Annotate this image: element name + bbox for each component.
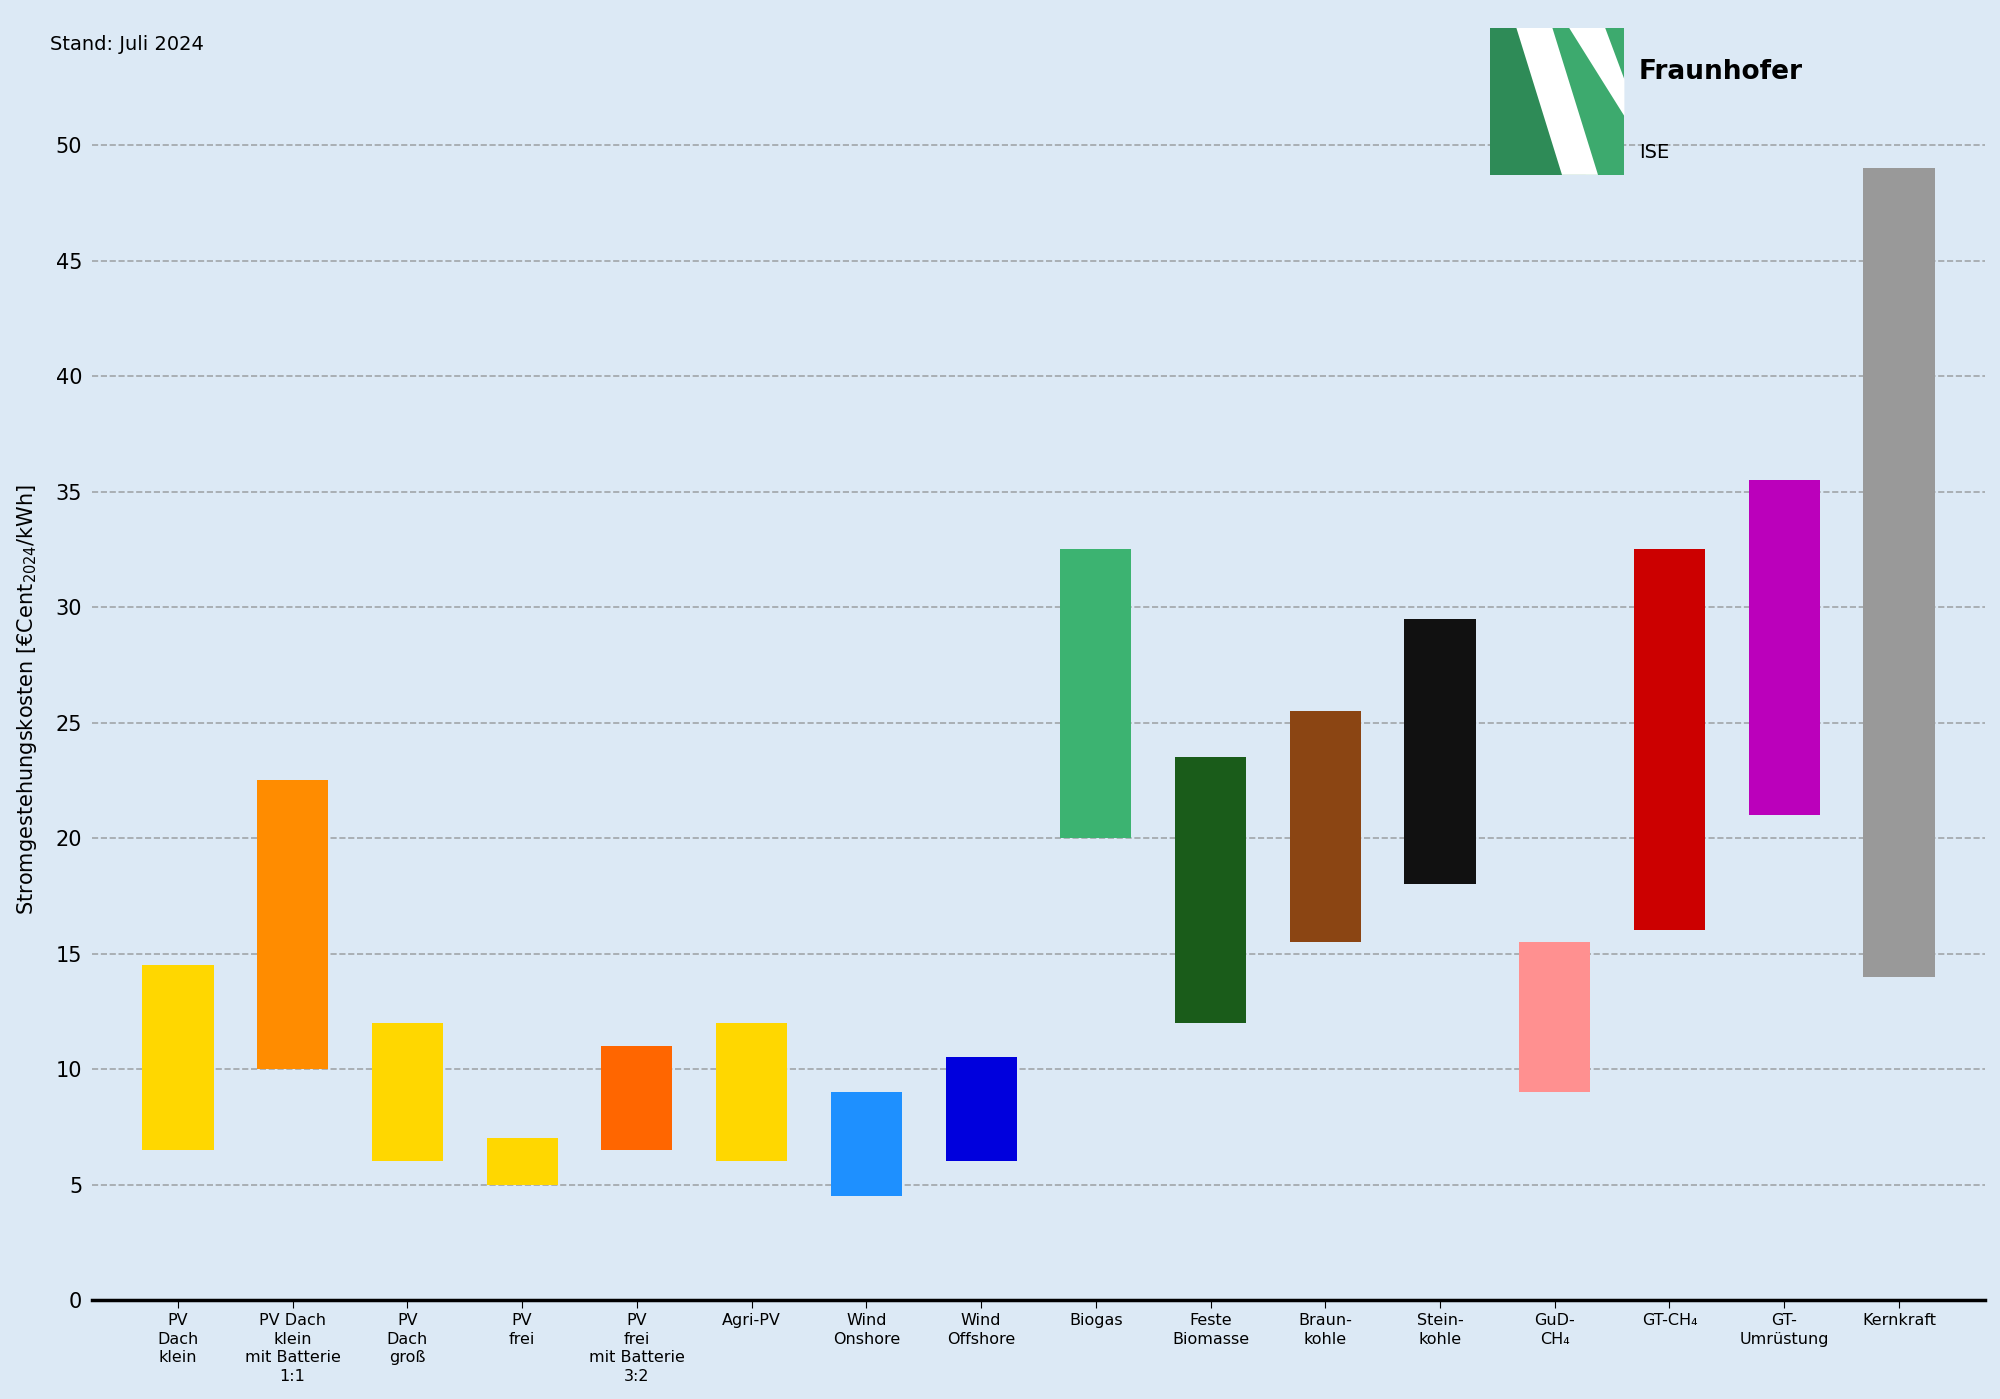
Bar bbox=[1174, 757, 1246, 1023]
Bar bbox=[258, 781, 328, 1069]
Polygon shape bbox=[1516, 28, 1598, 175]
Bar bbox=[830, 1093, 902, 1196]
Bar bbox=[1634, 550, 1706, 930]
Text: Stand: Juli 2024: Stand: Juli 2024 bbox=[50, 35, 204, 55]
Bar bbox=[1748, 480, 1820, 816]
Bar bbox=[716, 1023, 788, 1161]
Bar bbox=[1290, 711, 1360, 942]
Bar bbox=[602, 1046, 672, 1150]
Polygon shape bbox=[1570, 28, 1624, 116]
Text: Fraunhofer: Fraunhofer bbox=[1638, 59, 1802, 85]
Bar bbox=[1520, 942, 1590, 1093]
Bar bbox=[946, 1058, 1016, 1161]
Bar bbox=[1864, 168, 1934, 977]
Y-axis label: Stromgestehungskosten [€Cent$_{2024}$/kWh]: Stromgestehungskosten [€Cent$_{2024}$/kW… bbox=[16, 484, 40, 915]
Bar bbox=[486, 1139, 558, 1185]
Polygon shape bbox=[1542, 28, 1624, 175]
Bar bbox=[372, 1023, 442, 1161]
Polygon shape bbox=[1490, 28, 1624, 175]
Bar bbox=[142, 965, 214, 1150]
Bar bbox=[1404, 618, 1476, 884]
Bar bbox=[1060, 550, 1132, 838]
Text: ISE: ISE bbox=[1638, 143, 1670, 162]
